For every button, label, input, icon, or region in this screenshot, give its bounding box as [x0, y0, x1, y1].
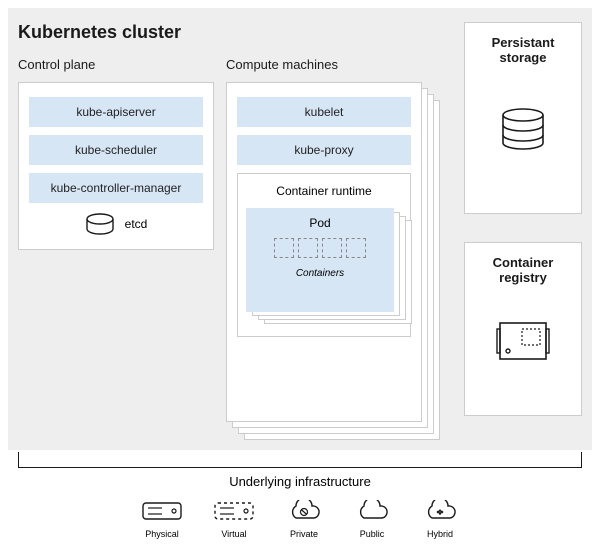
container-icon [322, 238, 342, 258]
infra-bracket [18, 452, 582, 468]
etcd-icon [85, 213, 115, 235]
pod-stack: Pod Containers [246, 208, 402, 326]
persistent-storage-box: Persistant storage [464, 22, 582, 214]
registry-title: Container registry [471, 255, 575, 285]
cluster-title: Kubernetes cluster [18, 22, 448, 43]
component-box: kube-scheduler [29, 135, 203, 165]
infra-item-physical: Physical [142, 497, 182, 539]
infra-label: Public [360, 529, 385, 539]
component-box: kubelet [237, 97, 411, 127]
infra-item-virtual: Virtual [214, 497, 254, 539]
compute-title: Compute machines [226, 57, 432, 72]
infra-label: Physical [145, 529, 179, 539]
infra-title: Underlying infrastructure [0, 474, 600, 489]
container-icon [346, 238, 366, 258]
infra-item-public: Public [354, 497, 390, 539]
pod-title: Pod [254, 216, 386, 230]
infra-label: Virtual [221, 529, 246, 539]
control-plane-title: Control plane [18, 57, 214, 72]
infra-item-private: Private [286, 497, 322, 539]
public-cloud-icon [354, 500, 390, 522]
control-plane-column: Control plane kube-apiserver kube-schedu… [18, 57, 214, 422]
containers-row [254, 238, 386, 258]
etcd-label: etcd [125, 217, 148, 231]
infra-label: Hybrid [427, 529, 453, 539]
container-icon [274, 238, 294, 258]
infra-label: Private [290, 529, 318, 539]
compute-stack: kubelet kube-proxy Container runtime Pod [226, 82, 432, 422]
runtime-title: Container runtime [246, 184, 402, 198]
virtual-icon [214, 502, 254, 520]
right-column: Persistant storage Container registry [464, 22, 582, 444]
component-box: kube-proxy [237, 135, 411, 165]
component-box: kube-apiserver [29, 97, 203, 127]
private-cloud-icon [286, 500, 322, 522]
physical-icon [142, 502, 182, 520]
compute-column: Compute machines kubelet kube-proxy Cont… [226, 57, 432, 422]
pod-box: Pod Containers [246, 208, 394, 312]
infra-item-hybrid: Hybrid [422, 497, 458, 539]
hybrid-cloud-icon [422, 500, 458, 522]
container-icon [298, 238, 318, 258]
kubernetes-cluster: Kubernetes cluster Control plane kube-ap… [18, 22, 448, 422]
underlying-infrastructure: Underlying infrastructure Physical [0, 474, 600, 539]
container-registry-box: Container registry [464, 242, 582, 416]
container-runtime-box: Container runtime Pod [237, 173, 411, 337]
compute-machine-box: kubelet kube-proxy Container runtime Pod [226, 82, 422, 422]
storage-icon [500, 107, 546, 153]
etcd-row: etcd [29, 213, 203, 235]
containers-label: Containers [254, 268, 386, 279]
storage-title: Persistant storage [471, 35, 575, 65]
control-plane-box: kube-apiserver kube-scheduler kube-contr… [18, 82, 214, 250]
component-box: kube-controller-manager [29, 173, 203, 203]
registry-icon [496, 319, 550, 363]
